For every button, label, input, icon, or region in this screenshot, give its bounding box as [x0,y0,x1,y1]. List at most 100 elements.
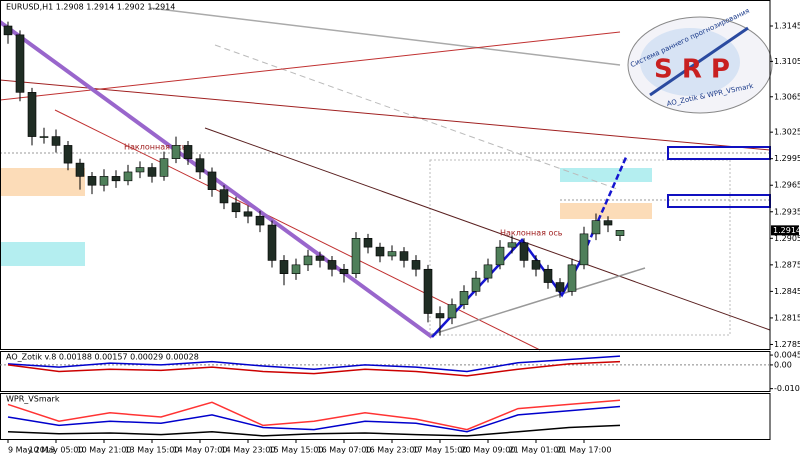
candle-body [27,92,37,137]
candle-body [531,260,541,270]
y-tick-label: 1.3025 [774,128,800,137]
pane-title: WPR_VSmark [6,395,60,404]
y-tick-label: 0.00451 [774,351,800,360]
candle-body [603,220,613,226]
candle-body [243,211,253,217]
candle-body [267,224,277,261]
candle-body [3,25,13,36]
candle-body [423,268,433,314]
x-tick-label: 14 May 23:00 [221,446,276,455]
candle-body [255,215,265,226]
indicator-line [7,360,621,377]
candle-body [387,251,397,257]
candle-body [75,162,85,177]
price-label-bg [771,225,799,236]
x-tick-label: 20 May 09:00 [461,446,516,455]
candle-body [459,291,469,305]
candle-body [375,246,385,257]
pane-frame [0,393,771,440]
y-tick-label: 1.2965 [774,181,800,190]
x-tick-label: 21 May 17:00 [557,446,612,455]
x-tick-label: 21 May 01:00 [509,446,564,455]
y-tick-label: -0.01088 [774,384,800,393]
x-tick-label: 10 May 05:00 [29,446,84,455]
candle-body [279,260,289,274]
zone [560,168,652,182]
y-tick-label: 1.2935 [774,207,800,216]
zone [560,203,652,219]
candle-body [159,158,169,177]
price-label: 1.2914 [773,226,800,235]
candle-body [231,202,241,213]
candle-body [411,260,421,270]
candle-body [303,255,313,266]
candle-body [63,145,73,164]
candle-body [123,171,133,182]
candle-body [399,251,409,261]
candle-body [435,313,445,319]
y-tick-label: 1.2995 [774,154,800,163]
candle-body [543,268,553,283]
candle-body [315,255,325,261]
annotation: Наклонная ось [500,229,563,238]
candle-body [183,145,193,159]
y-tick-label: 1.3105 [774,57,800,66]
candle-body [495,246,505,266]
candle-body [99,176,109,186]
candle-body [483,264,493,279]
logo: S R P Система раннего прогнозирования AO… [627,7,773,114]
x-tick-label: 13 May 15:00 [125,446,180,455]
candle-body [363,238,373,248]
candle-body [147,167,157,177]
x-tick-label: 10 May 21:00 [77,446,132,455]
candle-body [51,136,61,146]
frame [429,159,731,336]
y-tick-label: 1.2905 [774,234,800,243]
y-tick-label: 1.3145 [774,22,800,31]
trend-line [0,79,771,151]
candle-body [15,34,25,93]
indicator-line [7,405,621,433]
x-tick-label: 9 May 2013 [8,446,55,455]
candle-body [471,277,481,292]
x-tick-label: 14 May 07:00 [173,446,228,455]
y-tick-label: 1.2785 [774,340,800,349]
indicator-line [7,399,621,431]
candle-body [171,145,181,159]
y-tick-label: 1.2875 [774,260,800,269]
candle-body [351,238,361,274]
x-tick-label: 17 May 15:00 [413,446,468,455]
zone [0,242,85,266]
candle-body [339,268,349,274]
y-tick-label: 0.00 [774,360,792,369]
candle-body [327,260,337,270]
x-tick-label: 15 May 15:00 [269,446,324,455]
candle-body [615,230,625,236]
candle-body [207,171,217,190]
trend-line [429,267,646,336]
zone [0,168,85,196]
trend-line [149,7,621,66]
logo-arrow [649,26,749,97]
y-tick-label: 1.2815 [774,313,800,322]
x-tick-label: 16 May 23:00 [365,446,420,455]
candle-body [135,167,145,173]
candle-body [195,158,205,173]
y-tick-label: 1.2845 [774,287,800,296]
annotation: Наклонная ось [124,143,187,152]
candle-body [555,282,565,292]
candle-body [219,189,229,204]
candle-body [591,220,601,235]
candle-body [507,242,517,248]
candle-body [579,233,589,266]
trend-line [0,31,621,101]
pane-title: AO_Zotik v.8 0.00188 0.00157 0.00029 0.0… [6,353,199,362]
pane-frame [0,351,771,392]
pane-frame [0,0,771,350]
logo-shape [640,28,740,96]
candle-body [111,176,121,182]
indicator-line [7,424,621,437]
trend-line [204,127,771,331]
candle-body [519,242,529,261]
